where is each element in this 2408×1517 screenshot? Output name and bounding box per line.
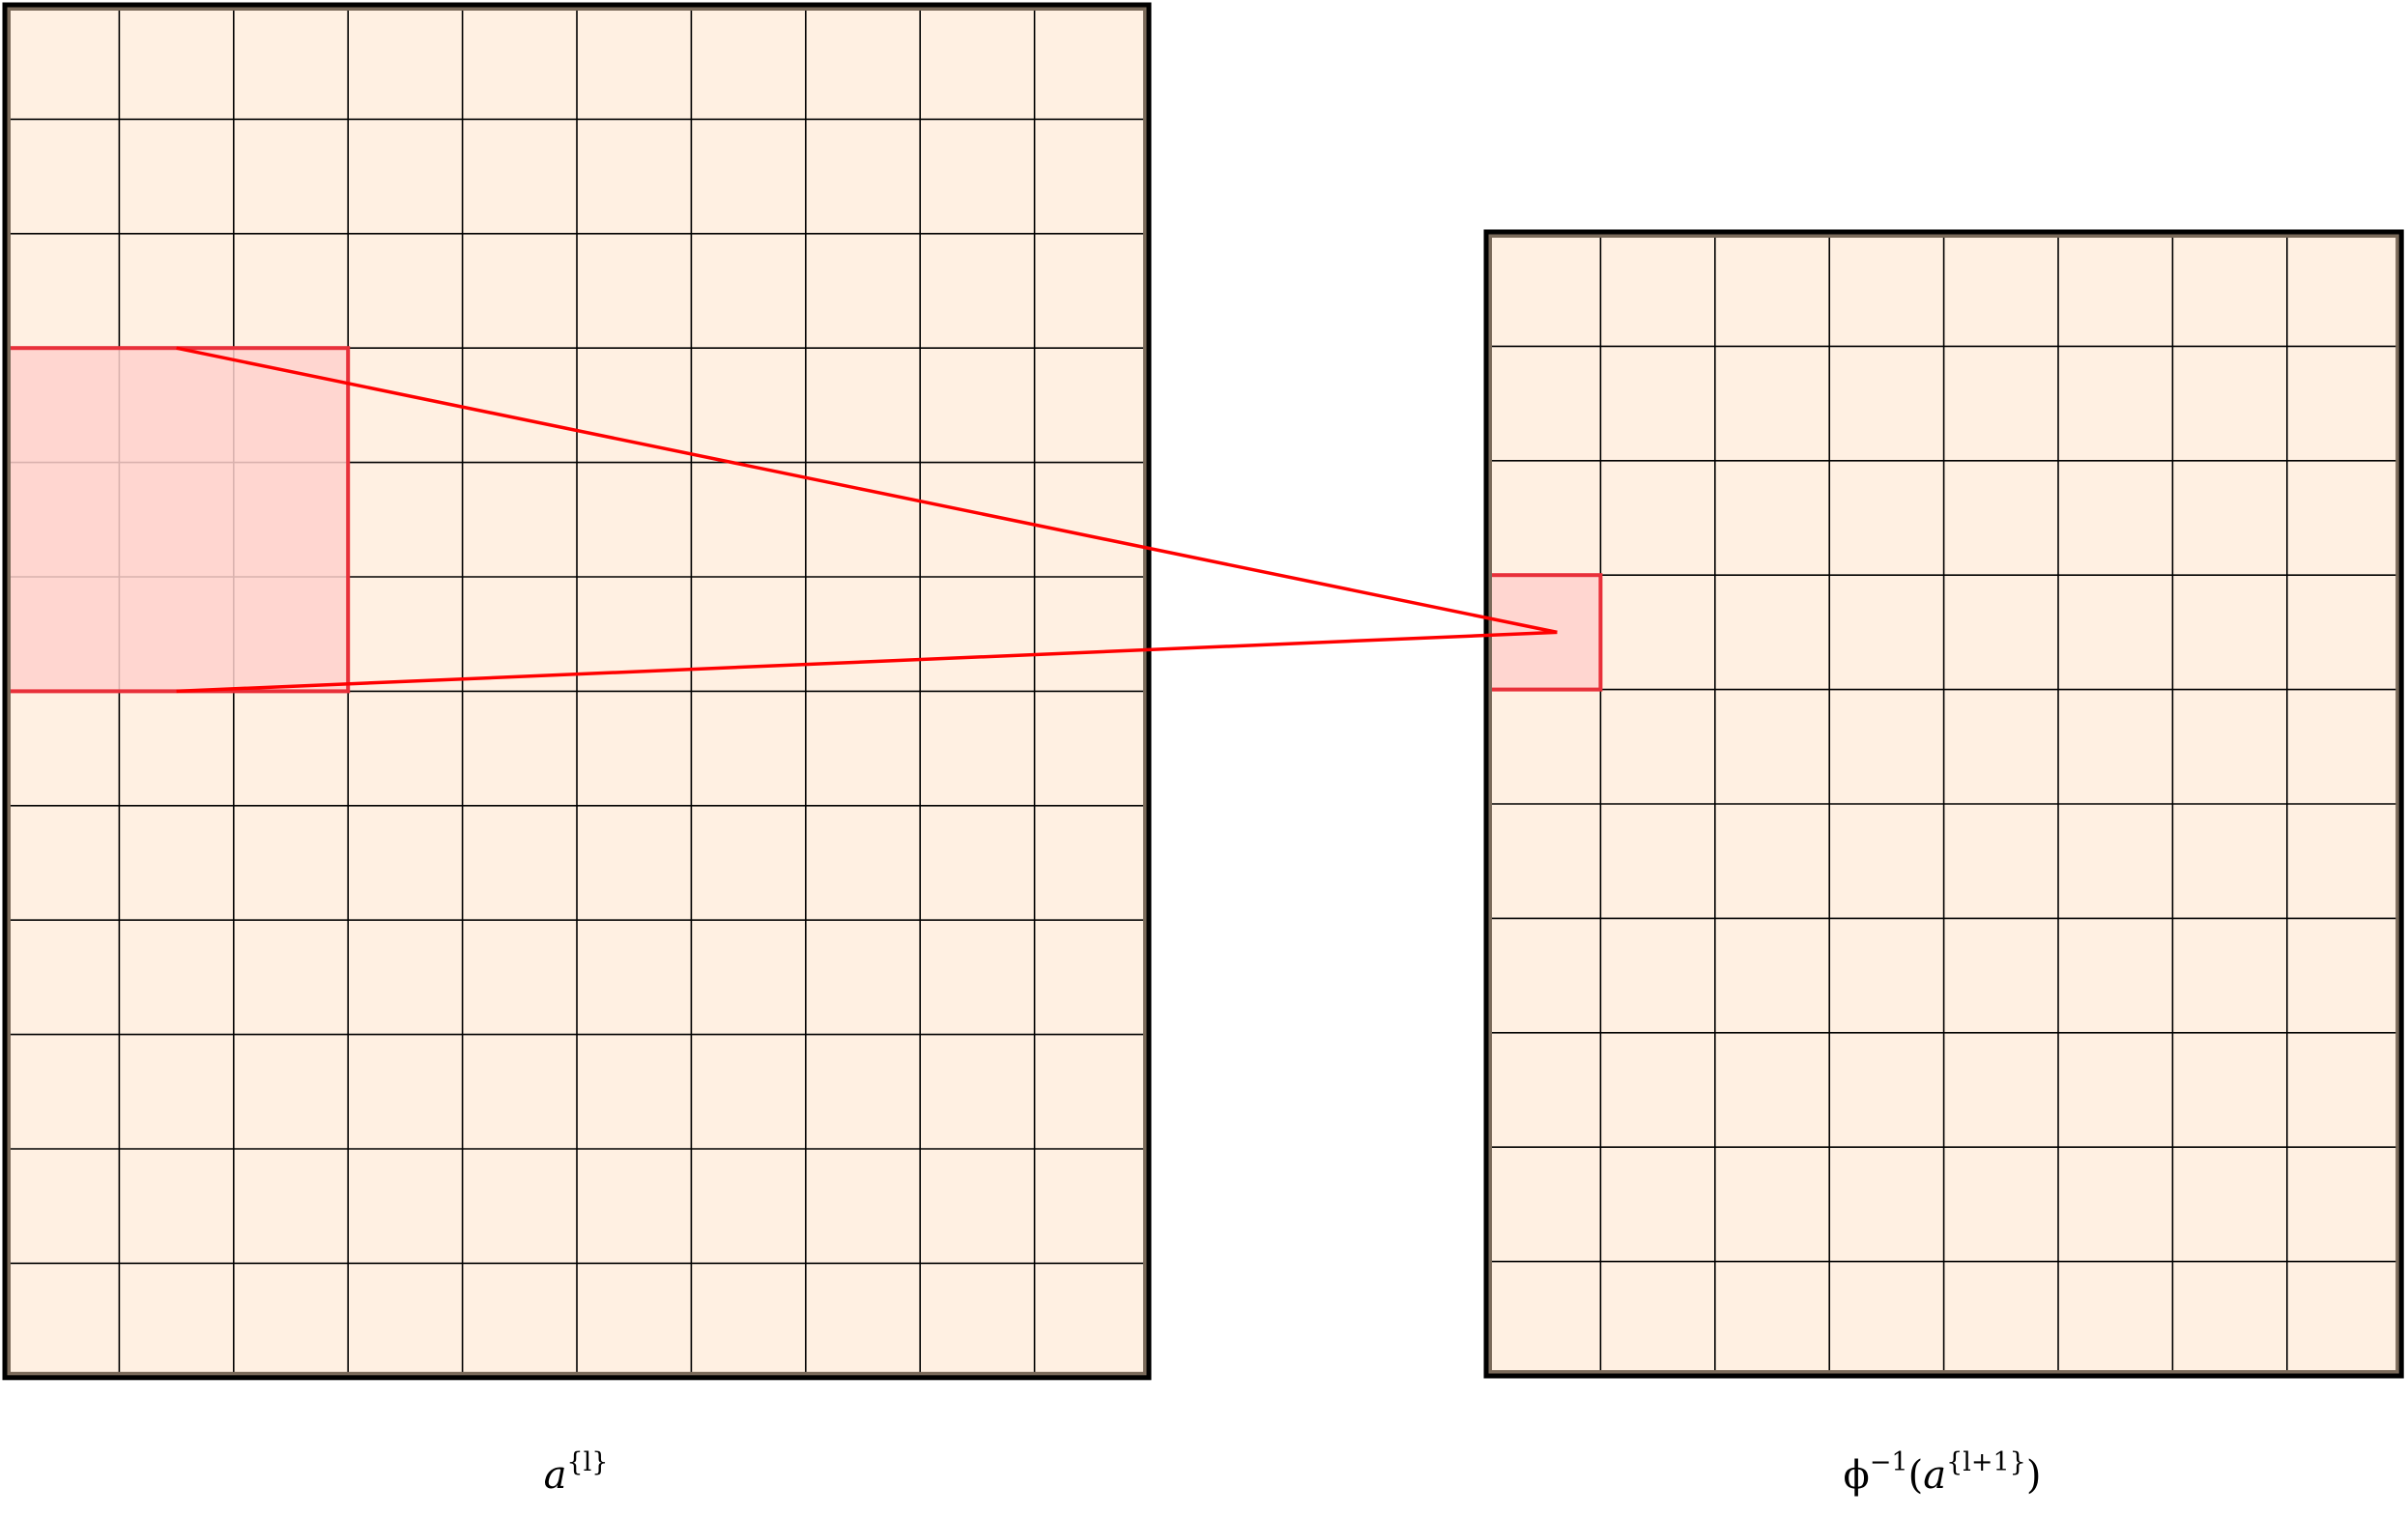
connector-line-bottom [176,630,1558,694]
left-grid-highlight-region [3,346,351,694]
receptive-field-connector [176,346,1558,694]
connector-line-top [176,346,1558,635]
right-feature-map-grid [1483,229,2404,1379]
left-map-label: a{l} [544,1447,609,1498]
left-grid-outer-frame [2,2,1152,1381]
right-grid-outer-frame [1483,229,2404,1379]
right-grid-inner-frame [1488,234,2400,1374]
right-map-label: ϕ−1(a{l+1}) [1844,1447,2042,1498]
left-grid-inner-frame [7,7,1147,1376]
